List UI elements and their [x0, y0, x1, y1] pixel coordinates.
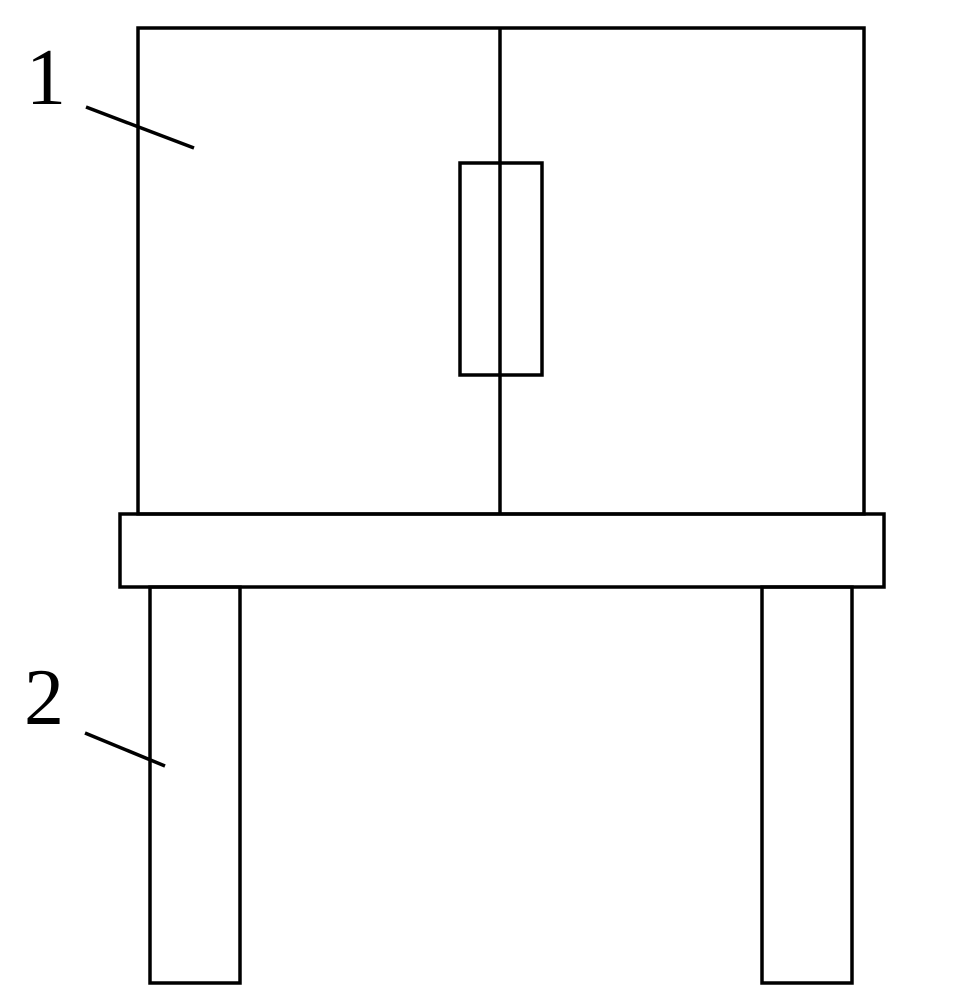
right-leg [762, 587, 852, 983]
label-1: 1 [26, 38, 66, 118]
label-2: 2 [24, 658, 64, 738]
technical-drawing [0, 0, 958, 1000]
left-leg [150, 587, 240, 983]
callout-line-2 [85, 733, 165, 766]
callout-line-1 [86, 107, 194, 148]
apron [120, 514, 884, 587]
diagram-container: 1 2 [0, 0, 958, 1000]
